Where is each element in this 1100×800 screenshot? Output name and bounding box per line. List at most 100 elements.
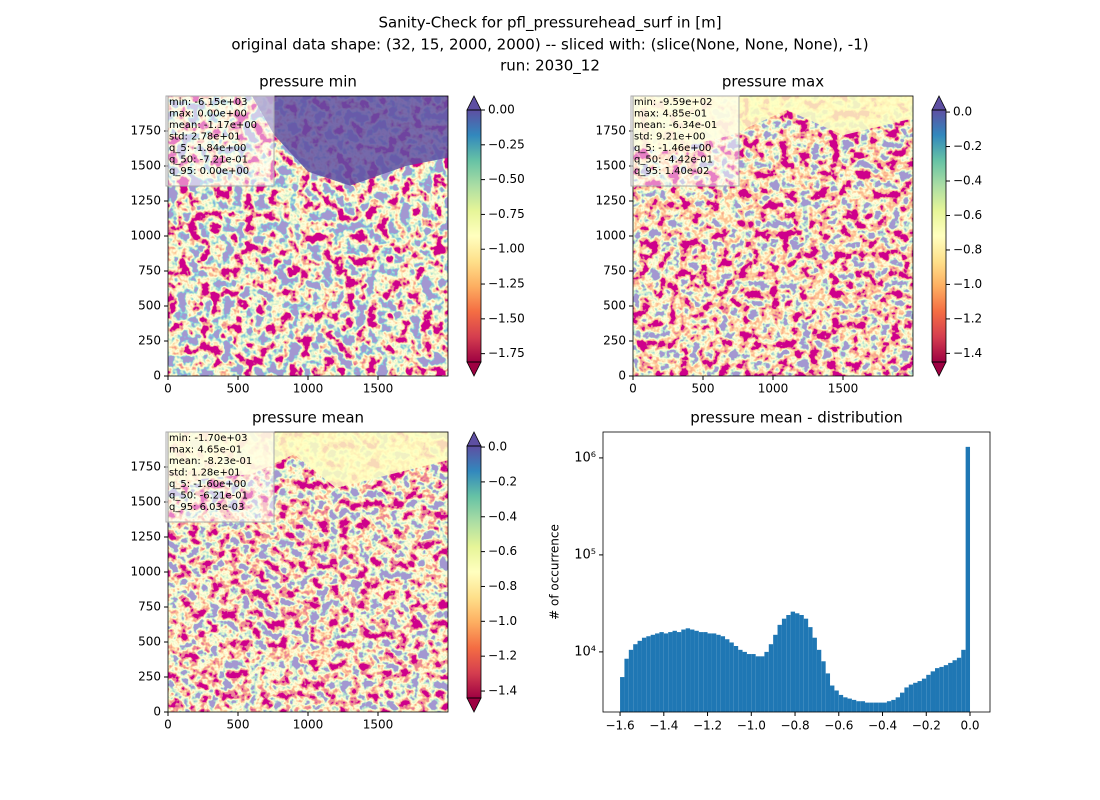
x-tick-label: −1.6 <box>605 719 634 733</box>
histogram-bar <box>668 632 673 712</box>
x-tick-label: 0 <box>629 382 637 396</box>
histogram-bar <box>663 633 669 712</box>
colorbar-tick-label: 0.00 <box>488 103 515 117</box>
histogram-bar <box>834 690 839 712</box>
colorbar-frame <box>466 445 482 699</box>
histogram-bar <box>716 634 721 712</box>
histogram-bar <box>939 666 944 712</box>
histogram-bar <box>917 681 922 712</box>
stats-text: q_50: -4.42e-01 <box>634 155 713 166</box>
histogram-bar <box>882 702 887 712</box>
colorbar-extend-max <box>931 95 947 111</box>
y-tick-label: 10⁶ <box>574 450 596 465</box>
y-tick-label: 1000 <box>595 229 626 243</box>
x-tick-label: 1000 <box>758 382 789 396</box>
stats-text: q_5: -1.46e+00 <box>634 143 711 154</box>
colorbar-tick-label: −0.2 <box>953 139 982 153</box>
histogram-bar <box>751 654 756 712</box>
histogram-bar <box>900 692 905 712</box>
histogram-bar <box>659 632 664 712</box>
colorbar <box>932 110 946 362</box>
histogram-bar <box>628 649 634 712</box>
histogram-bar <box>746 654 752 712</box>
histogram-bar <box>856 701 861 712</box>
histogram-bar <box>886 701 892 712</box>
colorbar-tick-label: −0.4 <box>488 509 517 523</box>
histogram-bar <box>637 640 642 712</box>
y-tick-label: 500 <box>603 299 626 313</box>
x-tick-label: 1500 <box>363 718 394 732</box>
stats-text: mean: -8.23e-01 <box>169 456 252 467</box>
x-tick-label: 0 <box>164 382 172 396</box>
histogram-bar <box>655 633 660 712</box>
colorbar-extend-min <box>466 697 482 713</box>
suptitle: Sanity-Check for pfl_pressurehead_surf i… <box>378 14 721 33</box>
histogram-bar <box>650 634 656 712</box>
colorbar <box>467 446 481 698</box>
histogram-bar <box>681 629 686 712</box>
colorbar-tick-label: −0.8 <box>953 242 982 256</box>
histogram-bar <box>773 634 778 712</box>
colorbar-tick-label: −1.75 <box>488 346 525 360</box>
y-tick-label: 0 <box>153 705 161 719</box>
histogram-bar <box>891 699 896 712</box>
histogram-bar <box>694 630 699 712</box>
histogram-bar <box>930 671 936 712</box>
histogram-bar <box>878 702 883 712</box>
stats-text: q_95: 1.40e-02 <box>634 166 709 177</box>
histogram-bar <box>620 677 625 712</box>
x-tick-label: 1500 <box>828 382 859 396</box>
y-tick-label: 500 <box>138 635 161 649</box>
stats-text: min: -9.59e+02 <box>634 97 713 108</box>
x-tick-label: 500 <box>692 382 715 396</box>
histogram-bar <box>926 674 931 712</box>
histogram-bar <box>641 637 647 712</box>
histogram-bar <box>799 615 804 712</box>
y-tick-label: 1250 <box>130 194 161 208</box>
suptitle: original data shape: (32, 15, 2000, 2000… <box>231 36 868 54</box>
histogram-bar <box>729 642 734 712</box>
histogram-bar <box>676 632 682 712</box>
histogram-bar <box>816 649 822 712</box>
y-tick-label: 250 <box>138 670 161 684</box>
histogram-bar <box>720 636 726 712</box>
y-tick-label: 0 <box>618 369 626 383</box>
axes-title: pressure min <box>259 73 357 91</box>
histogram-bar <box>956 657 962 712</box>
colorbar-tick-label: −1.50 <box>488 311 525 325</box>
y-axis-label: # of occurrence <box>548 524 562 620</box>
y-tick-label: 1500 <box>130 495 161 509</box>
histogram-bar <box>838 694 844 712</box>
y-tick-label: 1750 <box>130 124 161 138</box>
colorbar-tick-label: −1.0 <box>953 277 982 291</box>
colorbar-tick-label: −1.25 <box>488 277 525 291</box>
x-tick-label: −1.2 <box>693 719 722 733</box>
stats-text: max: 4.65e-01 <box>169 445 242 456</box>
axes-title: pressure max <box>722 73 824 91</box>
histogram-bar <box>948 662 953 712</box>
y-tick-label: 1750 <box>130 460 161 474</box>
histogram-bar <box>624 658 629 712</box>
histogram-bar <box>646 636 651 712</box>
histogram-bar <box>786 615 791 712</box>
x-tick-label: 0.0 <box>960 719 979 733</box>
histogram-bar <box>760 656 765 712</box>
colorbar-tick-label: −1.0 <box>488 614 517 628</box>
x-tick-label: −1.4 <box>649 719 678 733</box>
y-tick-label: 1250 <box>595 194 626 208</box>
histogram-bar <box>742 651 747 712</box>
y-tick-label: 1750 <box>595 124 626 138</box>
x-tick-label: 0 <box>164 718 172 732</box>
axes-frame <box>602 431 991 713</box>
suptitle: run: 2030_12 <box>500 57 600 76</box>
stats-text: std: 2.78e+01 <box>169 132 241 143</box>
stats-text: q_5: -1.60e+00 <box>169 479 246 490</box>
stats-text: max: 4.85e-01 <box>634 109 707 120</box>
colorbar-frame <box>466 109 482 363</box>
histogram-bar <box>707 633 712 712</box>
colorbar-tick-label: −0.6 <box>488 544 517 558</box>
histogram-bar <box>755 656 761 712</box>
y-tick-label: 750 <box>138 600 161 614</box>
y-tick-label: 1000 <box>130 565 161 579</box>
colorbar-tick-label: −0.8 <box>488 579 517 593</box>
